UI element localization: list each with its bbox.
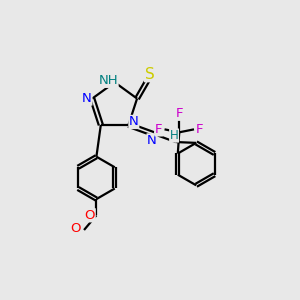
Text: F: F xyxy=(196,123,204,136)
Text: N: N xyxy=(129,116,139,128)
Text: N: N xyxy=(147,134,157,147)
Text: N: N xyxy=(82,92,92,105)
Text: O: O xyxy=(70,222,81,235)
Text: S: S xyxy=(145,67,154,82)
Text: F: F xyxy=(176,107,183,120)
Text: H: H xyxy=(170,129,178,142)
Text: O: O xyxy=(85,209,95,222)
Text: F: F xyxy=(155,123,162,136)
Text: NH: NH xyxy=(98,74,118,87)
